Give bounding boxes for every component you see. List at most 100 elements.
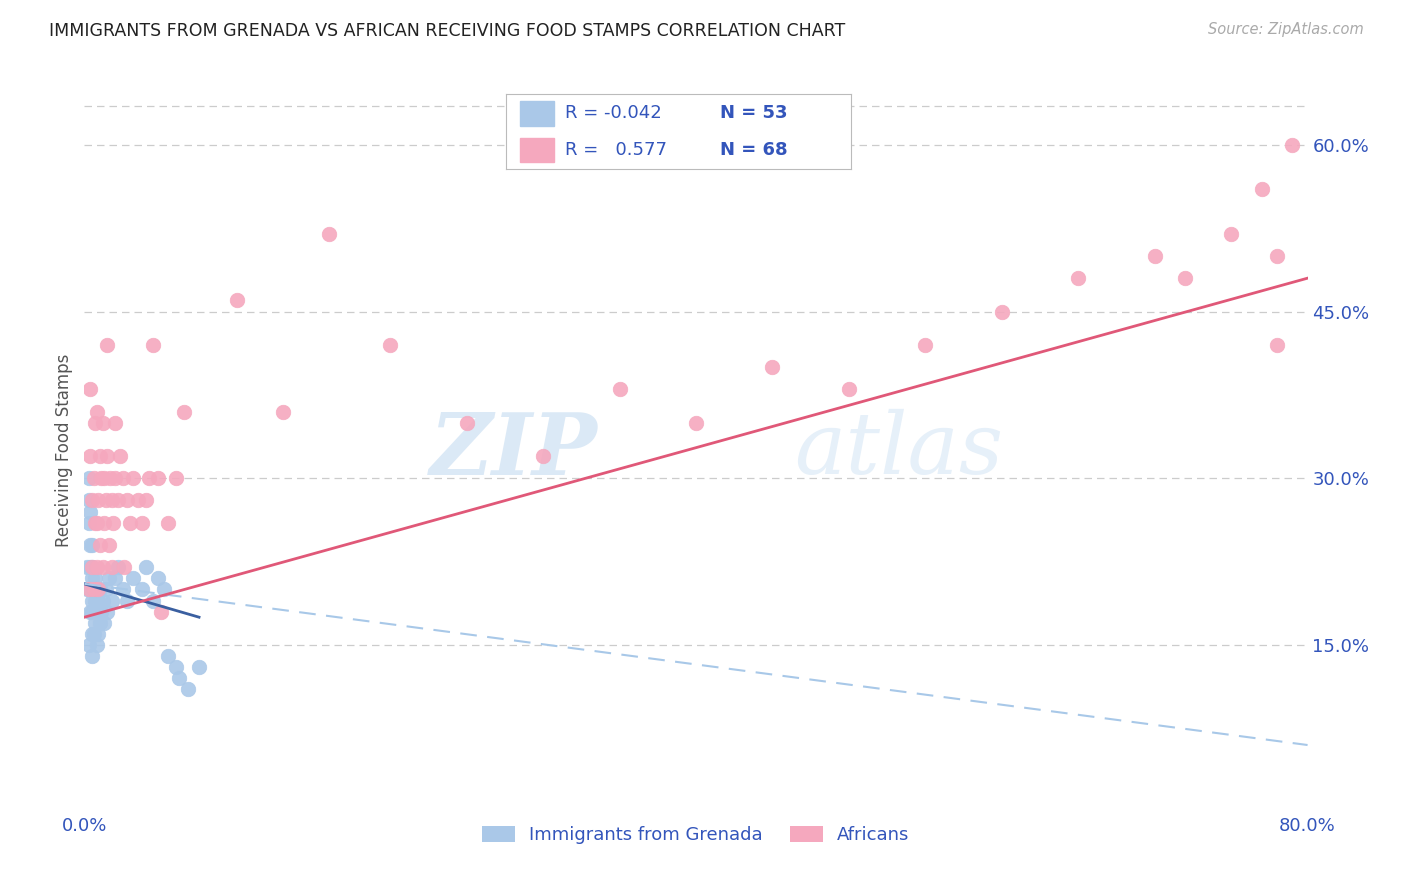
Point: [87, 493, 110, 508]
Point: [80, 560, 103, 574]
Point: [86, 516, 108, 530]
Point: [79, 382, 101, 396]
Point: [84, 593, 107, 607]
Point: [101, 593, 124, 607]
Point: [991, 304, 1014, 318]
Point: [89, 615, 111, 630]
Point: [127, 493, 149, 508]
Point: [1174, 271, 1197, 285]
Point: [90, 471, 112, 485]
Point: [83, 627, 105, 641]
Point: [80, 593, 103, 607]
Point: [84, 416, 107, 430]
Point: [1281, 137, 1303, 152]
Point: [120, 516, 142, 530]
Point: [1220, 227, 1243, 241]
Point: [77, 471, 100, 485]
Point: [80, 605, 103, 619]
Point: [84, 516, 107, 530]
Point: [1265, 338, 1288, 352]
Point: [77, 582, 100, 597]
Point: [79, 449, 101, 463]
Point: [107, 560, 129, 574]
Point: [138, 471, 160, 485]
Point: [142, 338, 165, 352]
Point: [84, 615, 107, 630]
Point: [153, 582, 176, 597]
Point: [77, 516, 100, 530]
Point: [84, 571, 107, 585]
Point: [79, 582, 101, 597]
Point: [104, 571, 127, 585]
Point: [111, 582, 134, 597]
Point: [131, 516, 153, 530]
Text: IMMIGRANTS FROM GRENADA VS AFRICAN RECEIVING FOOD STAMPS CORRELATION CHART: IMMIGRANTS FROM GRENADA VS AFRICAN RECEI…: [49, 22, 845, 40]
Legend: Immigrants from Grenada, Africans: Immigrants from Grenada, Africans: [474, 817, 918, 854]
Point: [1143, 249, 1166, 263]
Point: [86, 605, 108, 619]
Point: [97, 571, 120, 585]
Point: [80, 649, 103, 664]
Point: [93, 471, 115, 485]
Point: [77, 638, 100, 652]
Point: [1250, 182, 1272, 196]
Point: [135, 560, 157, 574]
Point: [96, 338, 118, 352]
Text: Source: ZipAtlas.com: Source: ZipAtlas.com: [1208, 22, 1364, 37]
Text: N = 53: N = 53: [720, 104, 787, 122]
Point: [80, 627, 103, 641]
Point: [101, 560, 124, 574]
Point: [91, 560, 114, 574]
Point: [122, 571, 145, 585]
Point: [98, 471, 121, 485]
Point: [80, 582, 103, 597]
Point: [79, 538, 101, 552]
Point: [135, 493, 157, 508]
Point: [94, 582, 117, 597]
Point: [456, 416, 478, 430]
Point: [226, 293, 249, 308]
Point: [83, 582, 105, 597]
Point: [318, 227, 340, 241]
Point: [80, 560, 103, 574]
Point: [80, 538, 103, 552]
Point: [94, 493, 117, 508]
Point: [157, 649, 180, 664]
Y-axis label: Receiving Food Stamps: Receiving Food Stamps: [55, 354, 73, 547]
Point: [86, 638, 108, 652]
Bar: [520, 101, 554, 126]
Point: [79, 605, 101, 619]
Point: [149, 605, 172, 619]
Point: [838, 382, 860, 396]
Point: [188, 660, 211, 674]
Text: atlas: atlas: [794, 409, 1002, 491]
Text: R =   0.577: R = 0.577: [565, 141, 666, 159]
Point: [83, 471, 105, 485]
Point: [76, 560, 98, 574]
Point: [91, 416, 114, 430]
Point: [609, 382, 631, 396]
Text: N = 68: N = 68: [720, 141, 787, 159]
Point: [111, 471, 134, 485]
Point: [86, 404, 108, 418]
Point: [80, 493, 103, 508]
Point: [89, 538, 111, 552]
Point: [531, 449, 554, 463]
Point: [122, 471, 145, 485]
Point: [103, 516, 125, 530]
Point: [685, 416, 707, 430]
Point: [79, 560, 101, 574]
Point: [87, 593, 110, 607]
Point: [271, 404, 294, 418]
Point: [1067, 271, 1090, 285]
Point: [86, 560, 108, 574]
Point: [97, 538, 120, 552]
Point: [104, 416, 127, 430]
Point: [93, 516, 115, 530]
Point: [761, 360, 783, 375]
Point: [76, 582, 98, 597]
Point: [112, 560, 135, 574]
Point: [1265, 249, 1288, 263]
Point: [93, 615, 115, 630]
Point: [108, 449, 131, 463]
